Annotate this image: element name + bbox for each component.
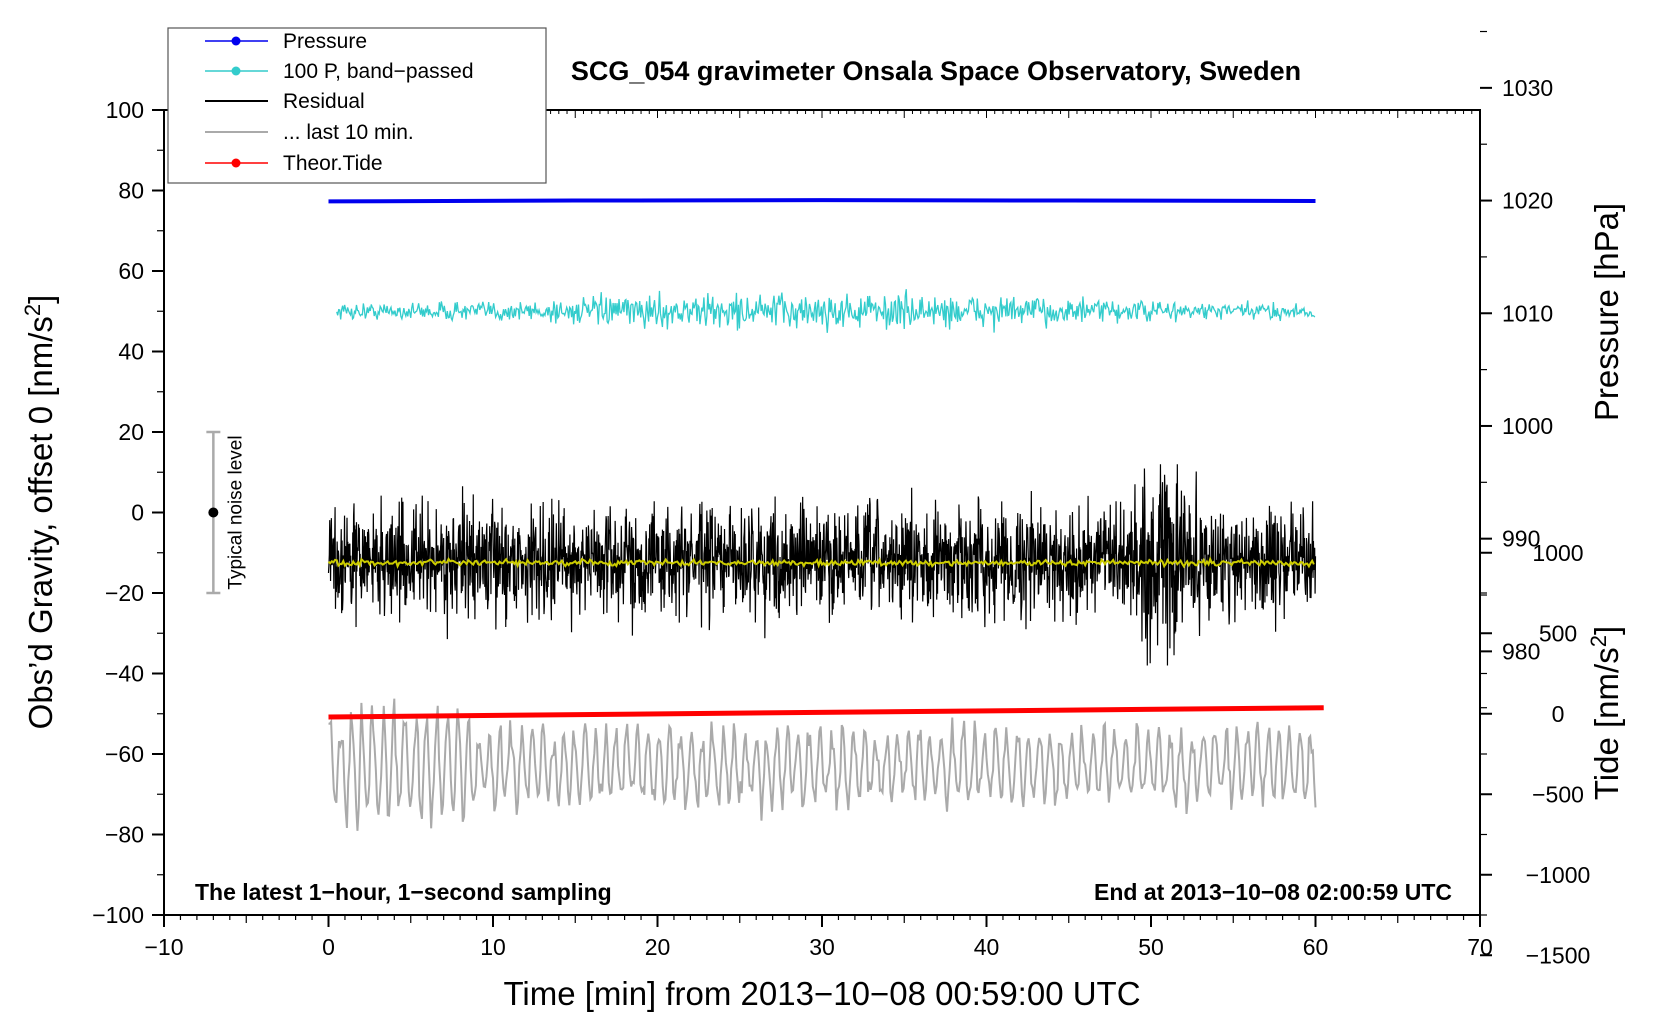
x-tick-label: 60 <box>1303 934 1329 960</box>
x-tick-label: 40 <box>974 934 1000 960</box>
pressure-tick-label: 990 <box>1502 526 1540 552</box>
x-tick-label: −10 <box>144 934 183 960</box>
y-tick-label: −40 <box>105 661 144 687</box>
legend: Pressure 100 P, band−passed Residual ...… <box>167 27 547 184</box>
tide-tick-label: 1000 <box>1532 540 1583 566</box>
x-tick-label: 0 <box>322 934 335 960</box>
y-axis-title: Obs’d Gravity, offset 0 [nm/s2] <box>20 295 59 730</box>
noise-label: Typical noise level <box>225 435 246 589</box>
y-tick-label: 0 <box>131 500 144 526</box>
legend-box <box>167 27 547 184</box>
pressure-tick-label: 1000 <box>1502 413 1553 439</box>
series-theor-tide <box>328 705 1324 720</box>
tide-tick-label: −1000 <box>1526 862 1591 888</box>
y-tick-label: −100 <box>92 902 144 928</box>
x-tick-label: 30 <box>809 934 835 960</box>
pressure-axis-title: Pressure [hPa] <box>1588 203 1625 421</box>
pressure-tick-label: 1010 <box>1502 300 1553 326</box>
series-residual <box>327 464 1317 666</box>
tide-tick-label: −1500 <box>1526 942 1591 968</box>
noise-center-dot <box>208 507 219 518</box>
y-tick-label: 80 <box>118 178 144 204</box>
x-tick-label: 50 <box>1138 934 1164 960</box>
series-band-passed-pressure <box>336 289 1316 333</box>
legend-item-residual: Residual <box>205 90 365 113</box>
plot-area <box>327 198 1324 831</box>
y-tick-label: 60 <box>118 258 144 284</box>
x-axis-ticks: −10 0 10 20 30 40 50 60 70 <box>144 915 1493 960</box>
y-tick-label: −60 <box>105 741 144 767</box>
series-pressure <box>328 198 1316 204</box>
y-tick-label: 40 <box>118 339 144 365</box>
legend-item-band-passed: 100 P, band−passed <box>205 60 474 83</box>
legend-label-pressure: Pressure <box>283 30 367 53</box>
legend-item-last-10-min: ... last 10 min. <box>205 121 414 144</box>
pressure-tick-label: 1020 <box>1502 188 1553 214</box>
x-axis-title: Time [min] from 2013−10−08 00:59:00 UTC <box>503 975 1140 1012</box>
tide-axis-title: Tide [nm/s2] <box>1586 626 1625 800</box>
x-tick-label: 20 <box>645 934 671 960</box>
y-tick-label: 20 <box>118 419 144 445</box>
x-tick-label: 10 <box>480 934 506 960</box>
y-tick-label: −80 <box>105 822 144 848</box>
legend-marker-pressure <box>231 36 241 46</box>
y-tick-label: 100 <box>106 97 144 123</box>
tide-axis-ticks: 1000 500 0 −500 −1000 −1500 <box>1480 540 1591 968</box>
legend-label-theor-tide: Theor.Tide <box>283 152 383 175</box>
noise-level-bar: Typical noise level <box>206 430 246 595</box>
annotation-sampling: The latest 1−hour, 1−second sampling <box>195 879 612 905</box>
pressure-tick-label: 1030 <box>1502 75 1553 101</box>
pressure-tick-label: 980 <box>1502 638 1540 664</box>
legend-label-band-passed: 100 P, band−passed <box>283 60 474 83</box>
legend-item-pressure: Pressure <box>205 30 367 53</box>
legend-label-last-10-min: ... last 10 min. <box>283 121 414 144</box>
series-smoothed-residual <box>327 556 1315 569</box>
legend-item-theor-tide: Theor.Tide <box>205 152 383 175</box>
y-tick-label: −20 <box>105 580 144 606</box>
legend-marker-theor-tide <box>231 158 241 168</box>
tide-tick-label: 500 <box>1539 620 1577 646</box>
legend-marker-band-passed <box>231 66 241 76</box>
pressure-axis-ticks: 1030 1020 1010 1000 990 980 <box>1480 30 1553 709</box>
y-axis-ticks: 100 80 60 40 20 0 −20 −40 −60 −80 −100 <box>92 97 164 928</box>
tide-tick-label: −500 <box>1532 781 1584 807</box>
legend-label-residual: Residual <box>283 90 365 113</box>
chart-title: SCG_054 gravimeter Onsala Space Observat… <box>571 56 1301 86</box>
tide-tick-label: 0 <box>1552 701 1565 727</box>
series-last-10-min <box>328 698 1317 831</box>
annotation-end-time: End at 2013−10−08 02:00:59 UTC <box>1094 879 1452 905</box>
